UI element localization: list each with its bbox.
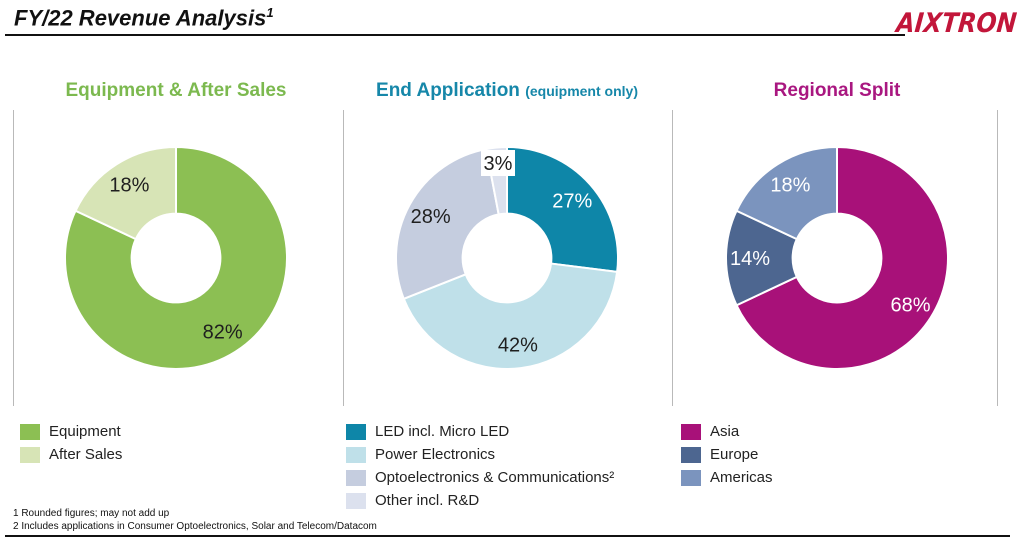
aixtron-logo: AIXTRON [895, 8, 1019, 39]
segment-value-label: 18% [109, 175, 149, 197]
donut-chart-end-application: 27% 42% 28% 3% [394, 145, 619, 370]
segment-value-label: 3% [484, 153, 513, 175]
page-title: FY/22 Revenue Analysis1 [14, 5, 274, 31]
legend-item-after-sales: After Sales [20, 447, 122, 463]
chart-section-equipment-after-sales: Equipment & After Sales 82% 18% [13, 80, 339, 408]
legend-swatch [346, 470, 366, 486]
chart-title-equipment-after-sales: Equipment & After Sales [13, 80, 339, 106]
legend-label: Europe [710, 446, 759, 463]
donut-segment-equipment [64, 145, 288, 370]
legend-swatch [681, 470, 701, 486]
legend-label: Americas [710, 469, 773, 486]
legend-regional-split: Asia Europe Americas [681, 424, 773, 493]
page-title-text: FY/22 Revenue Analysis [14, 5, 267, 31]
legend-swatch [346, 493, 366, 509]
donut-segment-optoelectronics-communications [394, 147, 500, 301]
chart-subtitle-text: (equipment only) [525, 83, 638, 99]
legend-swatch [346, 447, 366, 463]
donut-segment-led-incl-micro-led [506, 145, 619, 274]
segment-value-label: 28% [411, 206, 451, 228]
section-divider-mid-left [343, 110, 344, 406]
legend-label: Equipment [49, 423, 121, 440]
legend-item-power-electronics: Power Electronics [346, 447, 614, 463]
section-divider-left [13, 110, 14, 406]
donut-chart-equipment-after-sales: 82% 18% [64, 145, 288, 370]
page-title-footnote-marker: 1 [266, 5, 274, 20]
legend-item-europe: Europe [681, 447, 773, 463]
chart-section-end-application: End Application (equipment only) 27% 42% 2… [344, 80, 670, 408]
section-divider-mid-right [672, 110, 673, 406]
legend-swatch [681, 424, 701, 440]
legend-label: LED incl. Micro LED [375, 423, 510, 440]
legend-label: Asia [710, 423, 740, 440]
legend-label: Power Electronics [375, 446, 496, 463]
segment-value-label: 68% [890, 295, 930, 317]
legend-swatch [20, 447, 40, 463]
footer-divider-line [5, 535, 1010, 537]
legend-label: After Sales [49, 446, 123, 463]
legend-item-asia: Asia [681, 424, 773, 440]
segment-value-label: 82% [203, 322, 243, 344]
legend-item-equipment: Equipment [20, 424, 122, 440]
chart-title-regional-split: Regional Split [674, 80, 1000, 106]
legend-label: Optoelectronics & Communications² [375, 469, 615, 486]
legend-item-other-incl-r-d: Other incl. R&D [346, 493, 614, 509]
legend-swatch [681, 447, 701, 463]
segment-value-label: 18% [770, 175, 810, 197]
chart-title-text: Regional Split [773, 80, 901, 101]
legend-label: Other incl. R&D [375, 492, 480, 509]
legend-item-americas: Americas [681, 470, 773, 486]
footnote-1: 1 Rounded figures; may not add up [13, 508, 170, 519]
segment-value-label: 42% [498, 334, 538, 356]
header-divider-line [5, 34, 905, 36]
legend-end-application: LED incl. Micro LED Power Electronics Opto… [346, 424, 614, 516]
donut-chart-regional-split: 68% 14% 18% [724, 145, 949, 370]
chart-title-end-application: End Application (equipment only) [344, 80, 670, 106]
legend-swatch [20, 424, 40, 440]
segment-label-background [481, 150, 515, 176]
legend-item-led-incl-micro-led: LED incl. Micro LED [346, 424, 614, 440]
chart-title-text: End Application [376, 80, 520, 101]
donut-segment-asia [735, 145, 949, 370]
legend-swatch [346, 424, 366, 440]
section-divider-right [997, 110, 998, 406]
footnote-2: 2 Includes applications in Consumer Opto… [13, 521, 377, 532]
segment-value-label: 14% [730, 248, 770, 270]
legend-item-optoelectronics-communications: Optoelectronics & Communications² [346, 470, 614, 486]
donut-segment-power-electronics [402, 262, 619, 370]
segment-value-label: 27% [552, 190, 592, 212]
chart-title-text: Equipment & After Sales [65, 80, 287, 101]
legend-equipment-after-sales: Equipment After Sales [20, 424, 122, 470]
chart-section-regional-split: Regional Split 68% 14% 18% [674, 80, 1000, 408]
donut-segment-after-sales [74, 145, 177, 241]
donut-segment-americas [735, 145, 838, 241]
